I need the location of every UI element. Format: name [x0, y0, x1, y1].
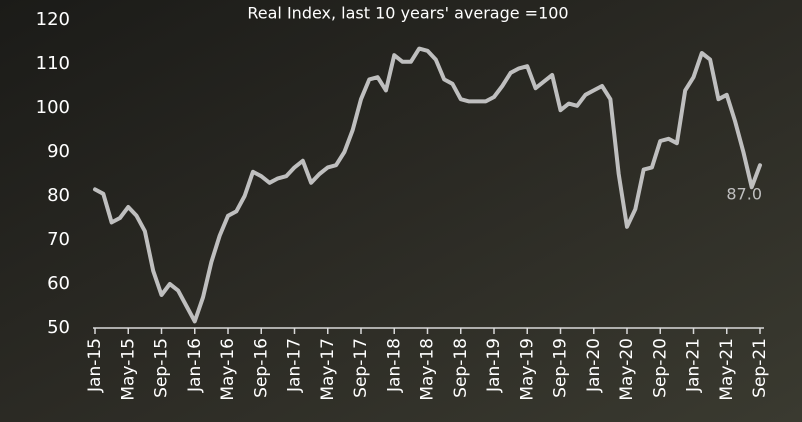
y-tick-label: 90 [47, 141, 70, 162]
x-tick-label: May-18 [418, 338, 438, 401]
y-tick-label: 100 [36, 97, 70, 118]
x-tick-label: May-21 [717, 338, 737, 401]
x-tick-label: Jan-18 [384, 338, 404, 393]
y-tick-label: 70 [47, 229, 70, 250]
x-tick-label: Sep-21 [750, 338, 770, 398]
x-tick-label: Jan-20 [584, 338, 604, 393]
x-tick-label: Sep-18 [451, 338, 471, 398]
x-tick-label: Jan-15 [85, 338, 105, 393]
x-tick-label: May-17 [318, 338, 338, 401]
x-tick-label: May-15 [118, 338, 138, 401]
x-tick-label: May-20 [617, 338, 637, 401]
x-tick-label: Sep-19 [551, 338, 571, 398]
x-tick-label: Sep-20 [650, 338, 670, 398]
y-tick-label: 50 [47, 317, 70, 338]
x-tick-label: Jan-16 [185, 338, 205, 393]
x-tick-label: Jan-17 [285, 338, 305, 393]
x-tick-label: Jan-21 [684, 338, 704, 393]
chart-title: Real Index, last 10 years' average =100 [247, 4, 568, 23]
chart: Real Index, last 10 years' average =100 … [0, 0, 802, 422]
x-tick-label: Sep-16 [251, 338, 271, 398]
x-tick-label: Jan-19 [484, 338, 504, 393]
x-tick-label: May-19 [517, 338, 537, 401]
x-tick-label: Sep-17 [351, 338, 371, 398]
y-tick-label: 60 [47, 273, 70, 294]
y-tick-label: 110 [36, 53, 70, 74]
y-tick-label: 120 [36, 9, 70, 30]
x-tick-label: May-16 [218, 338, 238, 401]
data-label: 87.0 [726, 185, 762, 204]
y-tick-label: 80 [47, 185, 70, 206]
x-tick-label: Sep-15 [152, 338, 172, 398]
